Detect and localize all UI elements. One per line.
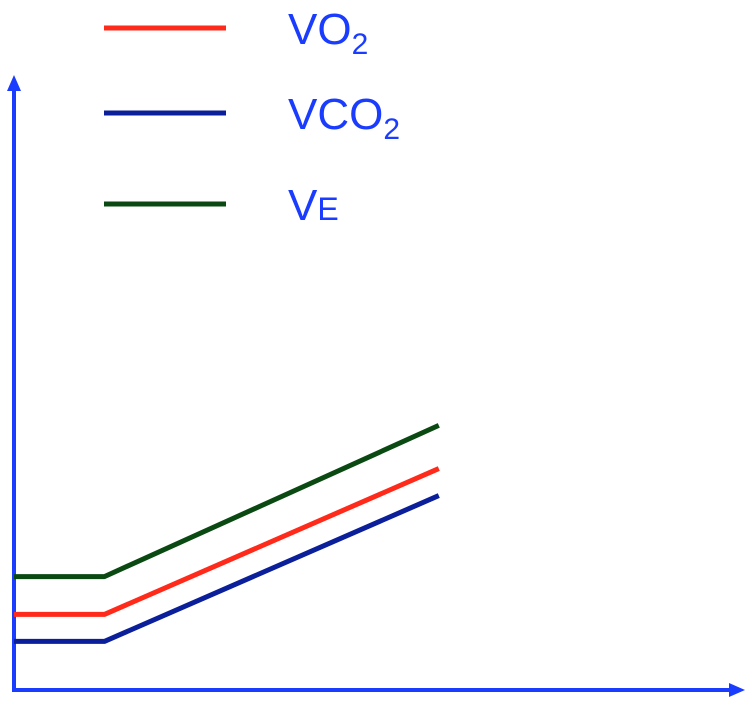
legend-label-vo2: VO2 bbox=[288, 5, 368, 61]
legend-label-vco2: VCO2 bbox=[288, 90, 400, 146]
legend-entry-vco2: VCO2 bbox=[104, 90, 400, 146]
chart-legend: VO2 VCO2 VE bbox=[104, 5, 400, 230]
legend-entry-vo2: VO2 bbox=[104, 5, 368, 61]
series-line-ve bbox=[14, 423, 440, 580]
chart-series-lines bbox=[14, 423, 440, 644]
x-axis-arrowhead bbox=[729, 683, 745, 697]
legend-label-ve: VE bbox=[288, 181, 339, 230]
series-line-vo2 bbox=[14, 466, 440, 617]
y-axis-arrowhead bbox=[7, 75, 21, 91]
chart-axes bbox=[7, 75, 745, 697]
series-line-vco2 bbox=[14, 493, 440, 644]
legend-entry-ve: VE bbox=[104, 181, 339, 230]
